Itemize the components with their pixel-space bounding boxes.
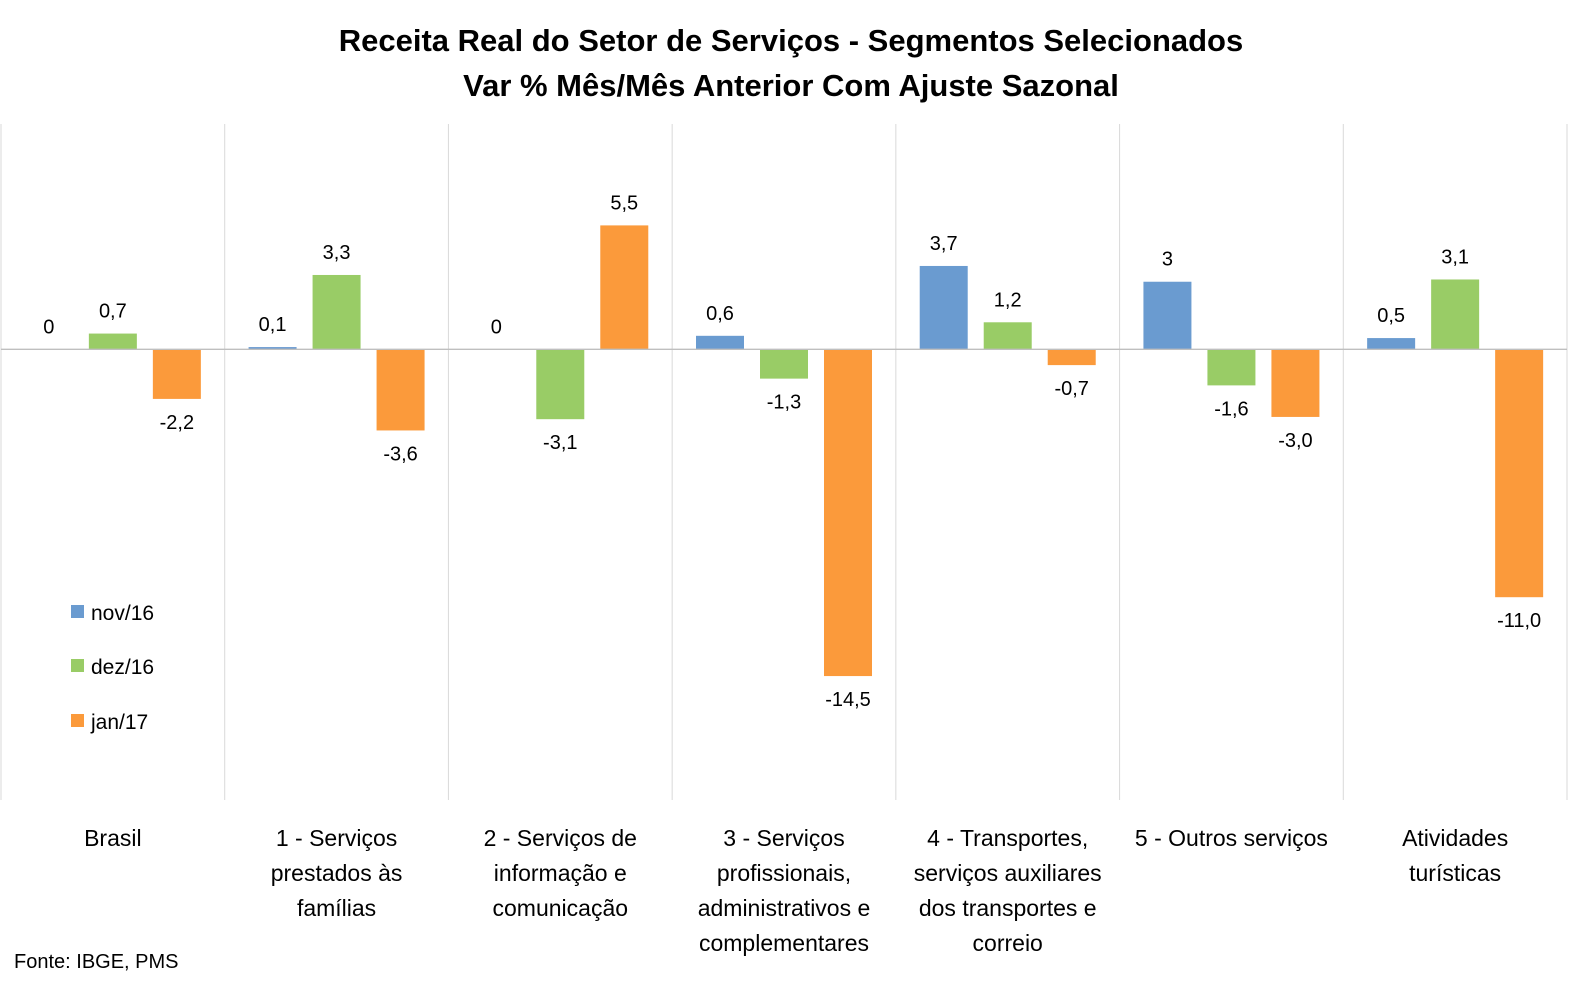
bar-nov-16-3 [696, 335, 744, 350]
category-label: comunicação [493, 895, 629, 921]
bar-nov-16-1 [248, 347, 297, 350]
bar-jan-17-0 [152, 349, 201, 399]
category-label: 3 - Serviços [723, 825, 844, 851]
data-label: -1,3 [767, 392, 801, 414]
data-label: 3,7 [930, 233, 958, 255]
bar-dez-16-2 [536, 349, 585, 420]
category-label: Brasil [84, 825, 142, 851]
data-label: -2,2 [160, 412, 194, 434]
bar-nov-16-4 [919, 265, 968, 350]
data-label: -3,6 [383, 443, 417, 465]
data-label: 3,1 [1441, 246, 1469, 268]
data-label: -14,5 [825, 689, 871, 711]
bar-dez-16-4 [983, 322, 1032, 350]
data-label: 3,3 [323, 242, 351, 264]
bar-jan-17-5 [1271, 349, 1320, 417]
bar-jan-17-1 [376, 349, 425, 431]
bar-nov-16-5 [1143, 281, 1192, 350]
category-label: 1 - Serviços [276, 825, 397, 851]
bar-dez-16-1 [312, 274, 361, 350]
legend: nov/16 dez/16 jan/17 [71, 602, 154, 734]
category-label: 2 - Serviços de [484, 825, 637, 851]
data-label: 5,5 [610, 192, 638, 214]
category-label: correio [973, 930, 1043, 956]
data-label: -3,0 [1278, 430, 1312, 452]
category-label: 4 - Transportes, [927, 825, 1088, 851]
bar-jan-17-2 [600, 225, 649, 350]
category-label: Atividades [1402, 825, 1508, 851]
bar-jan-17-4 [1047, 349, 1096, 366]
data-label: 3 [1162, 249, 1173, 271]
category-label: serviços auxiliares [914, 860, 1102, 886]
category-label: dos transportes e [919, 895, 1097, 921]
data-label: 0,5 [1377, 305, 1405, 327]
category-label: turísticas [1409, 860, 1501, 886]
category-label: complementares [699, 930, 869, 956]
category-label: famílias [297, 895, 376, 921]
legend-swatch [71, 659, 84, 672]
category-label: administrativos e [698, 895, 871, 921]
legend-label: dez/16 [91, 656, 154, 679]
legend-label: nov/16 [91, 602, 154, 625]
bar-nov-16-6 [1367, 338, 1416, 350]
legend-label: jan/17 [90, 711, 148, 734]
legend-swatch [71, 605, 84, 618]
chart-subtitle: Var % Mês/Mês Anterior Com Ajuste Sazona… [463, 68, 1119, 103]
data-label: -3,1 [543, 432, 577, 454]
category-label: profissionais, [717, 860, 851, 886]
data-label: -1,6 [1214, 398, 1248, 420]
data-label: 0 [491, 316, 502, 338]
bar-jan-17-3 [824, 349, 872, 677]
bar-dez-16-5 [1207, 349, 1256, 386]
data-label: 0,6 [706, 303, 734, 325]
plot-area: 0 0,1 0 0,6 3,7 3 0,5 0,7 3,3 -3,1 -1,3 1,2 -1,6 3,1 -… [0, 124, 1568, 956]
bar-dez-16-6 [1431, 279, 1480, 350]
data-label: -11,0 [1497, 610, 1541, 632]
bar-dez-16-3 [760, 349, 808, 379]
chart-title: Receita Real do Setor de Serviços - Segm… [339, 23, 1243, 58]
data-label: 0,1 [259, 314, 287, 336]
bar-jan-17-6 [1495, 349, 1544, 598]
data-label: 0 [43, 316, 54, 338]
data-label: 1,2 [994, 289, 1022, 311]
category-label: prestados às [271, 860, 403, 886]
category-label: 5 - Outros serviços [1135, 825, 1328, 851]
source-note: Fonte: IBGE, PMS [14, 951, 179, 973]
data-label: -0,7 [1054, 378, 1088, 400]
category-label: informação e [494, 860, 627, 886]
data-label: 0,7 [99, 301, 127, 323]
bar-dez-16-0 [88, 333, 137, 350]
legend-swatch [71, 714, 84, 727]
